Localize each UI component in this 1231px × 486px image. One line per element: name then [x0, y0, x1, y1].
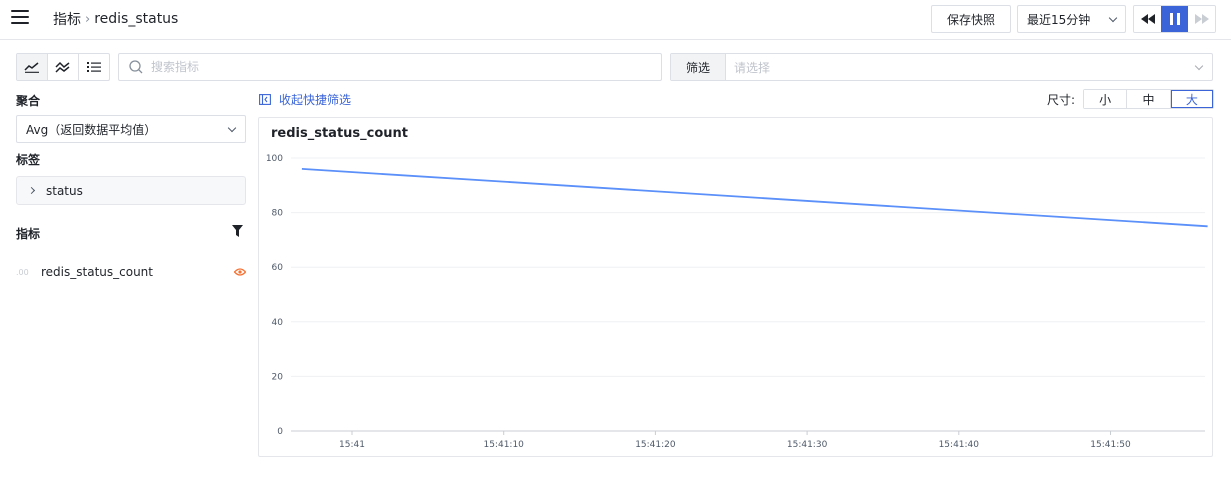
- save-snapshot-button[interactable]: 保存快照: [931, 5, 1011, 33]
- list-icon: [87, 62, 101, 72]
- metric-name: redis_status_count: [41, 265, 153, 279]
- metric-list-item[interactable]: .00 redis_status_count: [16, 262, 246, 282]
- chevron-down-icon: [1194, 61, 1204, 70]
- metric-search-input[interactable]: [151, 60, 631, 74]
- pause-icon: [1169, 13, 1180, 25]
- filter-select[interactable]: 筛选 请选择: [670, 53, 1213, 81]
- breadcrumb: 指标 › redis_status: [53, 9, 178, 29]
- aggregation-select[interactable]: Avg（返回数据平均值）: [16, 115, 246, 143]
- chevron-down-icon: [227, 123, 237, 132]
- series-line: [301, 168, 1208, 228]
- x-tick-label: 15:41:50: [1090, 440, 1131, 450]
- collapse-quick-filter-link[interactable]: 收起快捷筛选: [259, 91, 351, 108]
- chevron-down-icon: [1108, 13, 1118, 22]
- breadcrumb-current: redis_status: [94, 11, 179, 27]
- view-mode-switch: [16, 53, 110, 81]
- tags-title: 标签: [16, 153, 41, 167]
- top-header: 指标 › redis_status 保存快照 最近15分钟: [0, 0, 1231, 40]
- collapse-quick-filter-label: 收起快捷筛选: [279, 93, 352, 107]
- size-switch: 小 中 大: [1083, 89, 1214, 109]
- size-medium-button[interactable]: 中: [1127, 90, 1171, 108]
- search-icon: [129, 60, 143, 74]
- y-tick-label: 20: [272, 372, 284, 382]
- y-tick-label: 40: [272, 318, 284, 328]
- aggregation-value: Avg（返回数据平均值）: [26, 122, 157, 137]
- y-tick-label: 80: [272, 209, 284, 219]
- x-tick-label: 15:41:20: [635, 440, 676, 450]
- chart-panel: redis_status_count 0 20 40 60 80 100 15:41 15:4…: [258, 117, 1213, 457]
- collapse-panel-icon: [259, 94, 271, 105]
- tag-item-status[interactable]: status: [16, 176, 246, 205]
- size-small-button[interactable]: 小: [1084, 90, 1128, 108]
- x-tick-label: 15:41:30: [787, 440, 828, 450]
- metric-search-box: [118, 53, 662, 81]
- line-chart-view-button[interactable]: [17, 54, 48, 80]
- fast-forward-icon: [1194, 14, 1209, 24]
- pause-button[interactable]: [1161, 6, 1188, 32]
- x-tick-label: 15:41: [339, 440, 365, 450]
- size-label: 尺寸:: [1047, 93, 1076, 107]
- x-tick-label: 15:41:10: [483, 440, 524, 450]
- breadcrumb-separator: ›: [85, 11, 91, 27]
- y-tick-label: 100: [266, 154, 283, 164]
- metrics-title: 指标: [16, 227, 41, 241]
- filter-label: 筛选: [671, 54, 726, 80]
- time-range-select[interactable]: 最近15分钟: [1017, 5, 1126, 33]
- multi-line-chart-icon: [55, 61, 70, 73]
- line-chart-icon: [24, 62, 39, 73]
- x-tick-label: 15:41:40: [939, 440, 980, 450]
- metric-type-badge: .00: [16, 267, 29, 277]
- filter-funnel-icon[interactable]: [232, 225, 243, 241]
- rewind-icon: [1140, 14, 1155, 24]
- hamburger-menu-icon[interactable]: [11, 10, 29, 26]
- eye-icon[interactable]: [234, 268, 246, 276]
- line-chart: 0 20 40 60 80 100 15:41 15:41:10 15:41:20 15:41:3…: [266, 154, 1208, 450]
- list-view-button[interactable]: [79, 54, 109, 80]
- playback-controls: [1133, 5, 1216, 33]
- fast-forward-button[interactable]: [1188, 6, 1215, 32]
- multi-line-chart-view-button[interactable]: [48, 54, 79, 80]
- size-large-button[interactable]: 大: [1170, 90, 1213, 108]
- breadcrumb-root[interactable]: 指标: [53, 12, 81, 28]
- chevron-right-icon: [27, 186, 36, 195]
- rewind-button[interactable]: [1134, 6, 1161, 32]
- y-tick-label: 60: [272, 263, 284, 273]
- time-range-value: 最近15分钟: [1027, 12, 1091, 27]
- tag-item-label: status: [46, 183, 83, 198]
- filter-placeholder: 请选择: [734, 60, 771, 75]
- y-tick-label: 0: [277, 427, 283, 437]
- aggregation-title: 聚合: [16, 94, 41, 108]
- chart-title: redis_status_count: [271, 126, 409, 141]
